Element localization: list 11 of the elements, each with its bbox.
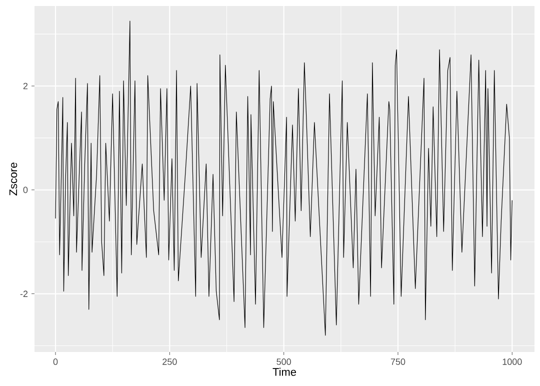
y-tick-label: 2 (23, 82, 28, 90)
x-tick-label: 1000 (502, 358, 522, 365)
x-tick-label: 0 (53, 358, 58, 365)
y-axis-title: Zscore (9, 162, 18, 196)
x-tick-label: 500 (276, 358, 291, 365)
y-tick-label: -2 (20, 290, 28, 297)
line-series (55, 20, 512, 336)
x-axis-title: Time (272, 368, 296, 376)
y-tick-label: 0 (23, 186, 28, 194)
x-tick-label: 250 (162, 358, 177, 365)
x-tick-label: 750 (390, 358, 406, 365)
